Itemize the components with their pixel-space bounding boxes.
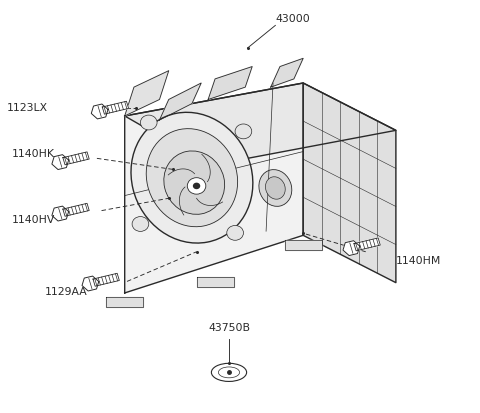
Text: 1129AA: 1129AA (45, 287, 88, 297)
Ellipse shape (164, 151, 225, 214)
Text: 43000: 43000 (276, 14, 310, 24)
Ellipse shape (265, 177, 285, 199)
Polygon shape (52, 154, 69, 169)
Ellipse shape (146, 129, 238, 227)
Circle shape (227, 225, 243, 240)
Polygon shape (102, 101, 129, 114)
Polygon shape (91, 104, 108, 119)
Polygon shape (125, 83, 303, 293)
Circle shape (193, 183, 200, 189)
Polygon shape (354, 238, 380, 251)
Polygon shape (63, 203, 89, 216)
Polygon shape (125, 83, 396, 165)
Polygon shape (93, 273, 120, 286)
Text: 43750B: 43750B (208, 323, 250, 333)
Circle shape (187, 178, 206, 194)
Circle shape (235, 124, 252, 139)
Ellipse shape (259, 170, 292, 206)
Polygon shape (63, 152, 89, 165)
Polygon shape (82, 276, 99, 291)
Circle shape (140, 115, 157, 130)
Ellipse shape (211, 363, 247, 382)
Polygon shape (271, 58, 303, 87)
Polygon shape (159, 83, 201, 120)
Circle shape (132, 216, 149, 231)
Text: 1140HV: 1140HV (12, 215, 55, 225)
Text: 1140HM: 1140HM (396, 256, 441, 266)
Polygon shape (125, 71, 169, 116)
Polygon shape (52, 206, 69, 221)
Ellipse shape (131, 112, 253, 243)
Polygon shape (196, 277, 234, 287)
Text: 1140HK: 1140HK (12, 149, 55, 159)
Polygon shape (285, 240, 322, 250)
Polygon shape (343, 241, 360, 256)
Polygon shape (303, 83, 396, 282)
Text: 1123LX: 1123LX (7, 103, 48, 113)
Polygon shape (208, 66, 252, 100)
Polygon shape (106, 297, 143, 307)
